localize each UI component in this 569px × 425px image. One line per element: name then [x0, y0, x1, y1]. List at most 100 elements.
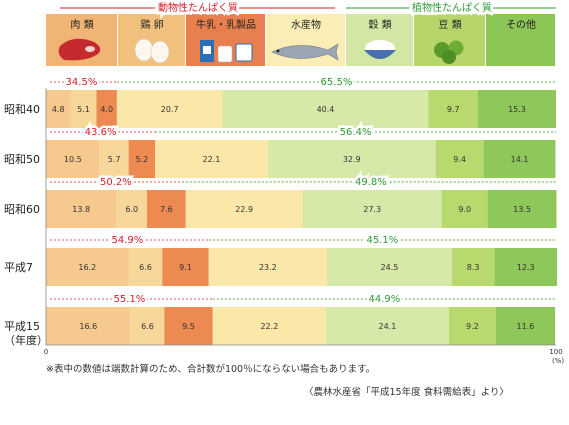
x-tick-label: 0 — [44, 348, 48, 356]
data-label: 22.9 — [235, 205, 253, 214]
meat-icon — [58, 38, 101, 61]
row-label: 平成15 — [4, 320, 40, 333]
bar-segment — [448, 307, 496, 345]
bar-row: 昭和40 4.8 5.1 4.0 20.7 40.4 9.7 15.3 34.5% 65.5% — [4, 75, 556, 128]
fish-icon — [271, 43, 339, 61]
category-label: 肉 類 — [70, 18, 93, 31]
data-label: 16.6 — [79, 322, 97, 331]
bar-segment — [162, 248, 209, 286]
data-label: 40.4 — [317, 105, 335, 114]
category-label: 水産物 — [291, 18, 321, 31]
rice-bowl-icon — [364, 50, 396, 59]
data-label: 22.2 — [260, 322, 278, 331]
x-axis: 0 100(%) — [44, 88, 564, 365]
data-label: 23.2 — [259, 263, 277, 272]
data-label: 9.1 — [179, 263, 192, 272]
bar-segment — [267, 140, 436, 178]
category-label: 牛乳・乳製品 — [196, 18, 256, 31]
bar-segment — [208, 248, 328, 286]
data-label: 13.8 — [72, 205, 90, 214]
category-label: その他 — [506, 18, 536, 31]
category-header-cell — [486, 14, 555, 66]
bar-segment — [483, 140, 556, 178]
meat-fat-icon — [85, 46, 95, 52]
data-label: 5.7 — [108, 155, 121, 164]
data-label: 6.6 — [139, 263, 152, 272]
data-label: 24.5 — [381, 263, 399, 272]
bar-segment — [495, 307, 555, 345]
data-label: 9.5 — [182, 322, 195, 331]
plant-share-label: 44.9% — [368, 294, 400, 305]
category-label: 鶏 卵 — [140, 18, 163, 31]
yogurt-icon — [235, 43, 253, 62]
bar-segment — [70, 90, 97, 128]
row-label: 昭和60 — [4, 203, 40, 216]
row-label: 平成7 — [4, 261, 33, 274]
bar-segment — [327, 248, 452, 286]
category-header-row: 肉 類 鶏 卵 牛乳・乳製品 水産物 穀 類 豆 類 その他 動物性たんぱく質 植物性たんぱく質 — [46, 0, 556, 66]
plant-share-label: 56.4% — [340, 127, 372, 138]
data-label: 14.1 — [511, 155, 529, 164]
row-label: 昭和50 — [4, 153, 40, 166]
bar-segment — [116, 90, 223, 128]
data-label: 16.2 — [78, 263, 96, 272]
data-label: 27.3 — [363, 205, 381, 214]
bar-segment — [302, 190, 442, 228]
source-credit: 〈農林水産省「平成15年度 食料需給表」より〉 — [304, 387, 509, 398]
data-label: 20.7 — [161, 105, 179, 114]
data-label: 5.2 — [136, 155, 149, 164]
bar-row: 昭和60 13.8 6.0 7.6 22.9 27.3 9.0 13.5 50.2% 49.8% — [4, 175, 557, 228]
plant-share-label: 65.5% — [321, 77, 353, 88]
bar-segment — [116, 190, 147, 228]
bar-segment — [477, 90, 556, 128]
bar-segment — [99, 140, 129, 178]
bar-segment — [46, 140, 100, 178]
data-label: 10.5 — [64, 155, 82, 164]
bar-segment — [46, 190, 117, 228]
animal-share-label: 50.2% — [100, 177, 132, 188]
bar-segment — [325, 307, 449, 345]
data-label: 15.3 — [508, 105, 526, 114]
data-label: 9.2 — [466, 322, 479, 331]
bar-segment — [164, 307, 213, 345]
bar-rows: 昭和40 4.8 5.1 4.0 20.7 40.4 9.7 15.334.5% 65.5%昭和… — [4, 75, 558, 347]
bar-segment — [146, 190, 186, 228]
bar-segment — [494, 248, 558, 286]
category-header-cell — [118, 14, 185, 66]
data-label: 5.1 — [77, 105, 90, 114]
fish-eye-icon — [276, 49, 280, 53]
data-label: 7.6 — [160, 205, 173, 214]
data-label: 13.5 — [513, 205, 531, 214]
bar-segment — [185, 190, 303, 228]
animal-share-label: 54.9% — [111, 235, 143, 246]
animal-protein-group-label: 動物性たんぱく質 — [158, 1, 238, 14]
data-label: 6.0 — [125, 205, 138, 214]
data-label: 8.3 — [467, 263, 480, 272]
bean-icon — [442, 50, 456, 64]
row-sublabel: （年度） — [4, 333, 48, 347]
bar-segment — [212, 307, 326, 345]
animal-share-label: 43.6% — [85, 127, 117, 138]
data-label: 12.3 — [517, 263, 535, 272]
footnote: ※表中の数値は端数計算のため、合計数が100％にならない場合もあります。 — [46, 364, 376, 375]
x-unit-label: (%) — [552, 357, 564, 365]
category-label: 豆 類 — [438, 19, 461, 31]
bar-row: 昭和50 10.5 5.7 5.2 22.1 32.9 9.4 14.1 43.6% 56.4% — [4, 125, 556, 178]
bar-segment — [222, 90, 429, 128]
milk-glass-icon — [217, 45, 233, 63]
plant-share-label: 45.1% — [366, 235, 398, 246]
bar-segment — [428, 90, 478, 128]
milk-label-icon — [203, 46, 211, 54]
plant-share-label: 49.8% — [355, 177, 387, 188]
bar-segment — [441, 190, 488, 228]
bar-segment — [451, 248, 495, 286]
data-label: 4.0 — [100, 105, 113, 114]
plant-protein-group-label: 植物性たんぱく質 — [412, 1, 492, 14]
bar-segment — [128, 248, 163, 286]
bar-segment — [128, 140, 156, 178]
bar-segment — [46, 248, 129, 286]
bar-segment — [130, 307, 165, 345]
bar-segment — [46, 307, 131, 345]
bar-segment — [155, 140, 268, 178]
